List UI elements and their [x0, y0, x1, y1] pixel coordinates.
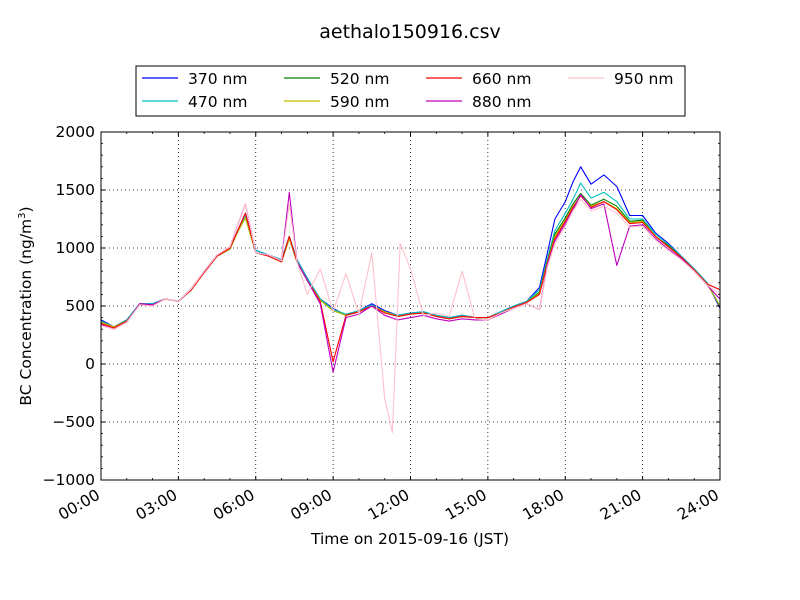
y-tick-label: 2000: [56, 123, 95, 141]
y-axis-label-superscript: 3: [17, 212, 28, 218]
y-axis-label-tail: ): [17, 206, 35, 212]
legend-label: 470 nm: [188, 93, 247, 111]
y-tick-label: 0: [85, 355, 95, 373]
series-lines: [100, 166, 721, 433]
y-axis-label: BC Concentration (ng/m3): [17, 206, 35, 405]
y-axis-label-main: BC Concentration (ng/m: [17, 219, 35, 406]
legend-label: 880 nm: [472, 93, 531, 111]
y-tick-label: 1000: [56, 239, 95, 257]
legend-label: 370 nm: [188, 70, 247, 88]
legend-label: 590 nm: [330, 93, 389, 111]
legend-label: 520 nm: [330, 70, 389, 88]
chart-title: aethalo150916.csv: [319, 21, 501, 43]
legend: 370 nm 470 nm 520 nm 590 nm 660 nm 880 nm 950 …: [135, 65, 686, 117]
legend-label: 660 nm: [472, 70, 531, 88]
legend-label: 950 nm: [614, 70, 673, 88]
series-line: [100, 198, 721, 433]
y-tick-label: 500: [65, 297, 95, 315]
series-line: [100, 195, 721, 363]
x-axis-label: Time on 2015-09-16 (JST): [310, 530, 509, 548]
y-tick-label: 1500: [56, 181, 95, 199]
y-tick-label: −500: [52, 413, 95, 431]
y-tick-label: −1000: [43, 471, 95, 489]
legend-box: [135, 65, 686, 117]
